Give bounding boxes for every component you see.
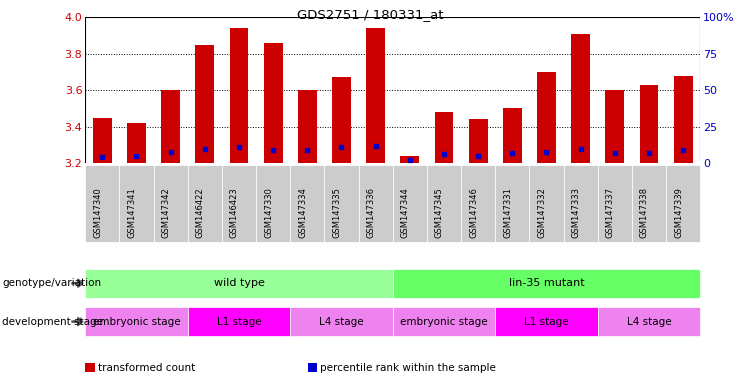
Bar — [639, 85, 659, 163]
Text: GSM147334: GSM147334 — [299, 187, 308, 238]
Bar — [537, 72, 556, 163]
Text: GSM147338: GSM147338 — [640, 187, 649, 238]
Bar — [469, 119, 488, 163]
Bar — [503, 109, 522, 163]
Text: GSM147330: GSM147330 — [264, 187, 273, 238]
Bar — [605, 90, 624, 163]
Text: percentile rank within the sample: percentile rank within the sample — [320, 363, 496, 373]
Text: GSM147340: GSM147340 — [93, 187, 102, 238]
Text: transformed count: transformed count — [98, 363, 195, 373]
Text: GSM147337: GSM147337 — [606, 187, 615, 238]
Text: L4 stage: L4 stage — [627, 316, 671, 327]
Text: embryonic stage: embryonic stage — [93, 316, 180, 327]
Bar — [196, 45, 214, 163]
Bar — [434, 112, 453, 163]
Bar — [400, 156, 419, 163]
Bar — [93, 118, 112, 163]
Text: GSM147332: GSM147332 — [537, 187, 547, 238]
Bar — [674, 76, 693, 163]
Text: GSM147339: GSM147339 — [674, 187, 683, 238]
Bar — [366, 28, 385, 163]
Bar — [571, 34, 590, 163]
Bar — [230, 28, 248, 163]
Text: GSM147336: GSM147336 — [367, 187, 376, 238]
Text: GSM147345: GSM147345 — [435, 187, 444, 238]
Text: L1 stage: L1 stage — [216, 316, 262, 327]
Text: GSM147335: GSM147335 — [333, 187, 342, 238]
Text: genotype/variation: genotype/variation — [2, 278, 102, 288]
Text: GSM147341: GSM147341 — [127, 187, 136, 238]
Text: L4 stage: L4 stage — [319, 316, 364, 327]
Text: lin-35 mutant: lin-35 mutant — [508, 278, 585, 288]
Bar — [162, 90, 180, 163]
Bar — [264, 43, 282, 163]
Text: GSM147342: GSM147342 — [162, 187, 170, 238]
Bar — [298, 90, 316, 163]
Text: L1 stage: L1 stage — [524, 316, 569, 327]
Text: GSM146422: GSM146422 — [196, 187, 205, 238]
Text: wild type: wild type — [213, 278, 265, 288]
Text: GSM147331: GSM147331 — [503, 187, 512, 238]
Text: GSM147333: GSM147333 — [571, 187, 581, 238]
Text: GSM147346: GSM147346 — [469, 187, 478, 238]
Text: GSM146423: GSM146423 — [230, 187, 239, 238]
Text: embryonic stage: embryonic stage — [400, 316, 488, 327]
Text: GSM147344: GSM147344 — [401, 187, 410, 238]
Bar — [332, 78, 351, 163]
Text: GDS2751 / 180331_at: GDS2751 / 180331_at — [297, 8, 444, 22]
Bar — [127, 123, 146, 163]
Text: development stage: development stage — [2, 316, 103, 327]
